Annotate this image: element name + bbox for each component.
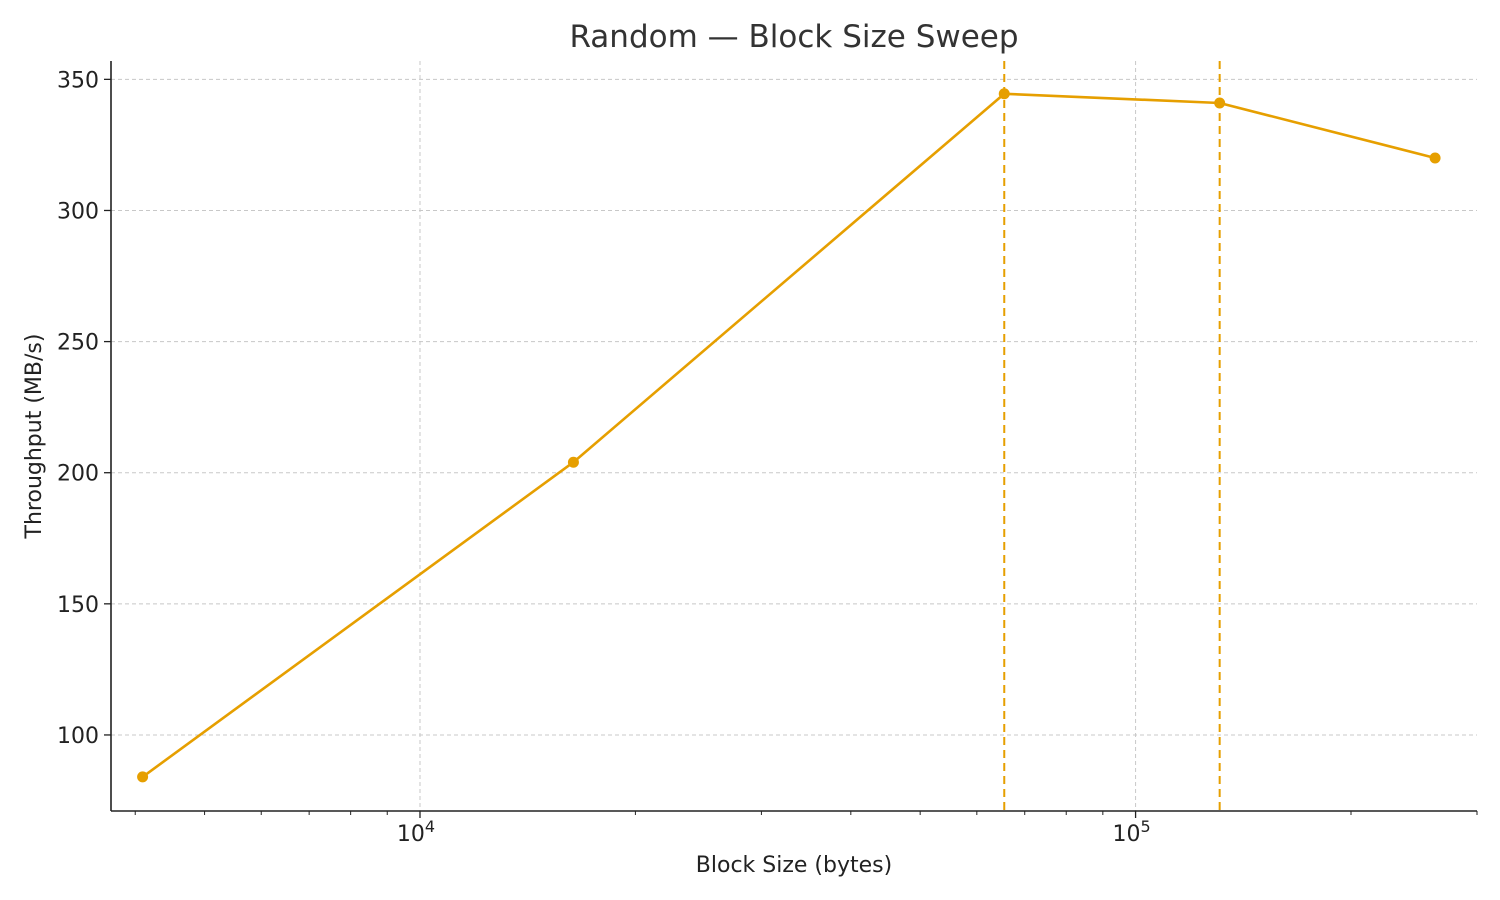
reference-lines xyxy=(1003,61,1221,811)
axes-layer xyxy=(110,61,1477,812)
grid-layer xyxy=(111,61,1477,811)
data-point xyxy=(998,88,1010,100)
data-point xyxy=(567,456,579,468)
x-tick-label: 104 xyxy=(397,817,435,847)
tick-layer: 100 150 200 250 300 350 104 105 xyxy=(57,68,1478,847)
y-tick-label: 250 xyxy=(57,331,99,356)
x-tick-label: 105 xyxy=(1112,817,1150,847)
data-point xyxy=(1214,97,1226,109)
chart-title: Random — Block Size Sweep xyxy=(569,19,1018,55)
y-tick-label: 100 xyxy=(57,724,99,749)
x-axis-label: Block Size (bytes) xyxy=(696,853,892,878)
y-axis-label: Throughput (MB/s) xyxy=(22,334,47,540)
data-point xyxy=(137,771,149,783)
y-tick-label: 200 xyxy=(57,462,99,487)
data-point xyxy=(1429,152,1441,164)
y-tick-label: 350 xyxy=(57,68,99,93)
series-layer xyxy=(137,88,1441,783)
series-line xyxy=(141,92,1436,778)
y-tick-label: 300 xyxy=(57,199,99,224)
y-tick-label: 150 xyxy=(57,593,99,618)
